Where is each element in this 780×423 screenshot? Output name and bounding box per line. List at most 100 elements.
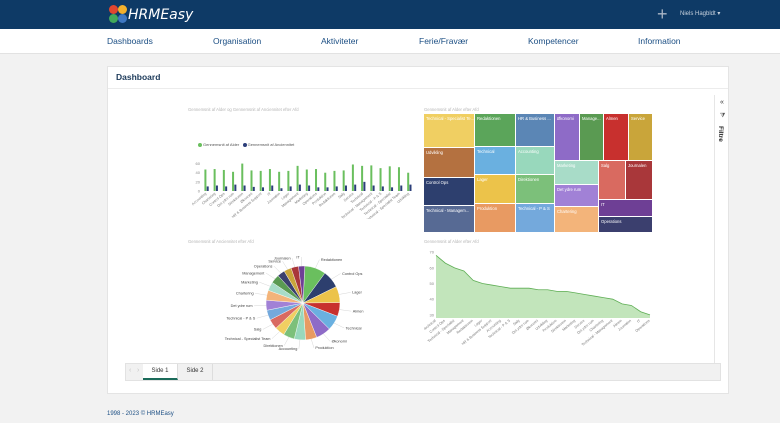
bar-gennemsnit-af-alder[interactable] <box>388 166 391 191</box>
treemap-cell-service[interactable] <box>629 114 652 160</box>
treemap-cell-marketing[interactable] <box>555 161 598 184</box>
bar-gennemsnit-af-anciennitet[interactable] <box>271 185 274 191</box>
treemap-cell-lager[interactable] <box>475 175 515 203</box>
treemap-cell-konomi[interactable] <box>555 114 579 160</box>
treemap-chart[interactable]: Technical - Specialist Te... Redaktionen H… <box>424 114 652 232</box>
pie-label: Salg <box>254 328 262 332</box>
bar-gennemsnit-af-anciennitet[interactable] <box>335 186 338 191</box>
bar-gennemsnit-af-anciennitet[interactable] <box>317 187 320 191</box>
page-tab-side-1[interactable]: Side 1 <box>143 364 178 380</box>
bar-gennemsnit-af-anciennitet[interactable] <box>308 185 311 191</box>
treemap-cell-operations[interactable] <box>599 217 652 232</box>
treemap-cell-it[interactable] <box>599 200 652 216</box>
bar-gennemsnit-af-anciennitet[interactable] <box>400 185 403 191</box>
bar-gennemsnit-af-anciennitet[interactable] <box>252 186 255 191</box>
bar-gennemsnit-af-anciennitet[interactable] <box>243 185 246 191</box>
pie-leader-line <box>284 337 289 346</box>
plus-button[interactable]: + <box>657 4 668 24</box>
filter-pane[interactable]: « ⧩ Filtre <box>714 95 731 369</box>
treemap-cell-det-ydre-rum[interactable] <box>555 185 598 206</box>
treemap-cell-udvikling[interactable] <box>424 148 474 177</box>
card-title: Dashboard <box>116 72 161 82</box>
bar-gennemsnit-af-anciennitet[interactable] <box>344 185 347 191</box>
page-tab-side-2[interactable]: Side 2 <box>178 364 213 380</box>
bar-gennemsnit-af-anciennitet[interactable] <box>409 184 412 191</box>
nav-item-information[interactable]: Information <box>638 36 681 46</box>
bar-gennemsnit-af-anciennitet[interactable] <box>363 181 366 191</box>
treemap-cell-almen[interactable] <box>604 114 628 160</box>
area-line[interactable] <box>435 254 651 316</box>
pie-label: Technical - P & S <box>226 316 255 320</box>
collapse-chevron-icon[interactable]: « <box>720 99 724 106</box>
bar-gennemsnit-af-anciennitet[interactable] <box>289 186 292 191</box>
bar-gennemsnit-af-alder[interactable] <box>324 172 327 191</box>
bar-gennemsnit-af-alder[interactable] <box>222 169 225 191</box>
treemap-cell-chartering[interactable] <box>555 207 598 232</box>
bar-gennemsnit-af-anciennitet[interactable] <box>326 187 329 191</box>
bar-gennemsnit-af-anciennitet[interactable] <box>234 184 237 191</box>
bar-gennemsnit-af-anciennitet[interactable] <box>225 186 228 191</box>
bar-gennemsnit-af-anciennitet[interactable] <box>391 187 394 191</box>
nav-item-ferie-fravaer[interactable]: Ferie/Fravær <box>419 36 469 46</box>
next-page-icon[interactable]: › <box>137 367 140 374</box>
bar-gennemsnit-af-anciennitet[interactable] <box>280 188 283 191</box>
bar-gennemsnit-af-alder[interactable] <box>305 169 308 191</box>
treemap-cell-control-ops[interactable] <box>424 178 474 205</box>
bar-gennemsnit-af-alder[interactable] <box>287 170 290 191</box>
bar-gennemsnit-af-alder[interactable] <box>213 169 216 191</box>
treemap-cell-redaktionen[interactable] <box>475 114 515 146</box>
nav-item-kompetencer[interactable]: Kompetencer <box>528 36 579 46</box>
bar-gennemsnit-af-alder[interactable] <box>342 170 345 191</box>
pie-chart[interactable]: Redaktionen Control Ops Lager Almen Technica… <box>188 246 418 361</box>
pie-leader-line <box>256 315 269 319</box>
bar-gennemsnit-af-alder[interactable] <box>333 170 336 191</box>
bar-gennemsnit-af-anciennitet[interactable] <box>354 184 357 191</box>
treemap-cell-salg[interactable] <box>599 161 625 199</box>
footer-copyright: 1998 - 2023 © HRMEasy <box>107 411 174 417</box>
report-canvas: Gennemsnit af Alder og Gennemsnit af Anc… <box>118 91 725 389</box>
bar-gennemsnit-af-anciennitet[interactable] <box>372 185 375 191</box>
bar-gennemsnit-af-alder[interactable] <box>296 165 299 191</box>
bar-gennemsnit-af-alder[interactable] <box>232 171 235 191</box>
bar-gennemsnit-af-alder[interactable] <box>407 172 410 191</box>
treemap-cell-technical-managem[interactable] <box>424 206 474 232</box>
bar-gennemsnit-af-anciennitet[interactable] <box>215 185 218 191</box>
bar-gennemsnit-af-alder[interactable] <box>204 169 207 191</box>
bar-gennemsnit-af-alder[interactable] <box>278 171 281 191</box>
bar-gennemsnit-af-anciennitet[interactable] <box>298 184 301 191</box>
bar-gennemsnit-af-alder[interactable] <box>259 170 262 191</box>
treemap-cell-produktion[interactable] <box>475 204 515 232</box>
treemap-cell-direktionen[interactable] <box>516 175 554 203</box>
bar-gennemsnit-af-alder[interactable] <box>250 170 253 191</box>
treemap-cell-journalen[interactable] <box>626 161 652 199</box>
treemap-cell-manage[interactable] <box>580 114 603 160</box>
bar-gennemsnit-af-anciennitet[interactable] <box>381 186 384 191</box>
user-menu[interactable]: Niels Hagbldt ▾ <box>680 10 720 17</box>
pie-chart-title: Gennemsnit af Anciennitet efter Afd <box>188 239 254 244</box>
treemap-cell-accounting[interactable] <box>516 147 554 174</box>
bar-gennemsnit-af-alder[interactable] <box>370 165 373 191</box>
legend-label-alder: Gennemsnit af Alder <box>203 142 240 147</box>
treemap-cell-technical-specialist-te[interactable] <box>424 114 474 147</box>
treemap-cell-technical[interactable] <box>475 147 515 174</box>
nav-item-aktiviteter[interactable]: Aktiviteter <box>321 36 359 46</box>
area-x-tick: Almen <box>612 319 622 329</box>
nav-item-organisation[interactable]: Organisation <box>213 36 262 46</box>
treemap-cell-technical-p-s[interactable] <box>516 204 554 232</box>
bar-gennemsnit-af-alder[interactable] <box>241 163 244 191</box>
nav-item-dashboards[interactable]: Dashboards <box>107 36 153 46</box>
bar-gennemsnit-af-anciennitet[interactable] <box>262 187 265 191</box>
bar-gennemsnit-af-alder[interactable] <box>397 167 400 191</box>
bar-gennemsnit-af-alder[interactable] <box>361 165 364 191</box>
bar-gennemsnit-af-alder[interactable] <box>379 168 382 191</box>
prev-page-icon[interactable]: ‹ <box>129 367 132 374</box>
bar-gennemsnit-af-alder[interactable] <box>351 164 354 191</box>
treemap-cell-hr-business[interactable] <box>516 114 554 146</box>
chevron-down-icon: ▾ <box>717 11 721 17</box>
bar-gennemsnit-af-anciennitet[interactable] <box>206 186 209 191</box>
bar-gennemsnit-af-alder[interactable] <box>268 169 271 191</box>
bar-gennemsnit-af-alder[interactable] <box>315 169 318 191</box>
app-logo[interactable]: HRMEasy <box>108 5 193 25</box>
